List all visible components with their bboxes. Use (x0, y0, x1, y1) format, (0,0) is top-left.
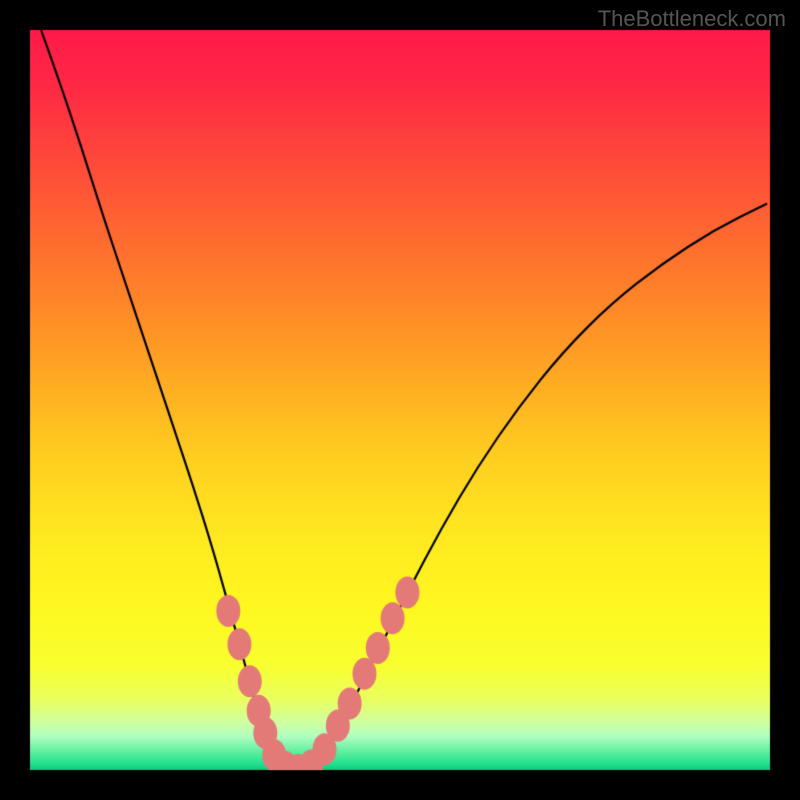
chart-container: TheBottleneck.com (0, 0, 800, 800)
watermark-text: TheBottleneck.com (598, 6, 786, 32)
v-curve-plot (0, 0, 800, 800)
